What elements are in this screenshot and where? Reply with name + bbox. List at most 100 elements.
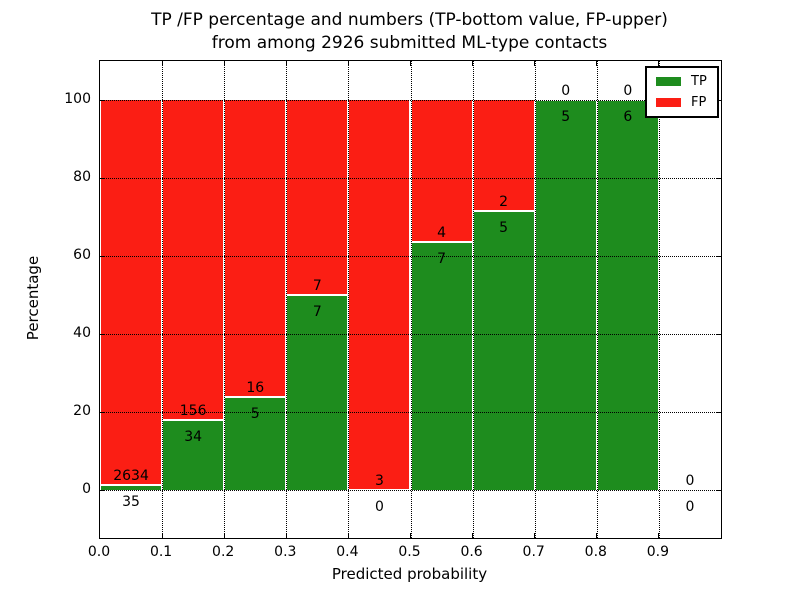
x-tick-mark — [223, 61, 225, 66]
x-tick-label: 0.1 — [149, 544, 173, 560]
bar-segment-tp — [596, 100, 659, 490]
fp-count-label: 0 — [623, 83, 633, 99]
fp-count-label: 0 — [561, 83, 571, 99]
y-tick-label: 20 — [73, 403, 91, 419]
legend-item: TP — [656, 75, 707, 88]
x-tick-mark — [596, 533, 598, 538]
gridline-vertical — [410, 61, 412, 538]
fp-count-label: 0 — [685, 473, 695, 489]
y-tick-label: 0 — [82, 481, 91, 497]
bar-segment-fp — [410, 100, 473, 242]
gridline-vertical — [224, 61, 226, 538]
x-tick-mark — [534, 533, 536, 538]
bar-segment-fp — [100, 100, 163, 485]
legend-label: FP — [691, 95, 707, 110]
x-tick-mark — [161, 533, 163, 538]
bar-segment-tp — [472, 211, 535, 490]
y-tick-mark — [100, 411, 105, 413]
y-tick-label: 60 — [73, 247, 91, 263]
x-tick-label: 0.3 — [274, 544, 297, 560]
gridline-vertical — [658, 61, 660, 538]
legend-label: TP — [691, 74, 707, 89]
bar-segment-tp — [410, 241, 473, 490]
bar-segment-tp — [286, 295, 349, 490]
x-tick-mark — [223, 533, 225, 538]
gridline-vertical — [472, 61, 474, 538]
x-tick-label: 0.8 — [584, 544, 607, 560]
tp-count-label: 7 — [312, 304, 322, 320]
tp-count-label: 6 — [623, 109, 633, 125]
y-tick-mark — [716, 177, 721, 179]
tp-count-label: 35 — [122, 493, 140, 510]
bar-segment-tp — [534, 100, 597, 490]
x-tick-label: 0.5 — [398, 544, 421, 560]
legend-swatch-fp — [656, 98, 681, 107]
legend-item: FP — [656, 96, 707, 109]
gridline-vertical — [534, 61, 536, 538]
x-tick-mark — [347, 61, 349, 66]
fp-count-label: 7 — [312, 278, 322, 294]
fp-count-label: 2634 — [113, 467, 149, 484]
gridline-vertical — [348, 61, 350, 538]
x-tick-label: 0.0 — [87, 544, 111, 560]
bar-segment-fp — [162, 100, 225, 421]
y-tick-mark — [100, 333, 105, 335]
x-tick-label: 0.4 — [336, 544, 359, 560]
x-tick-label: 0.2 — [212, 544, 235, 560]
bar-segment-tp — [100, 484, 163, 490]
fp-count-label: 156 — [179, 403, 207, 420]
x-tick-mark — [658, 533, 660, 538]
y-tick-mark — [716, 411, 721, 413]
tp-count-label: 0 — [685, 499, 695, 515]
chart-title-line2: from among 2926 submitted ML-type contac… — [211, 33, 608, 53]
tp-count-label: 5 — [499, 220, 509, 237]
fp-count-label: 2 — [499, 194, 509, 211]
x-tick-mark — [534, 61, 536, 66]
x-axis-label: Predicted probability — [331, 565, 488, 583]
tp-count-label: 0 — [374, 499, 384, 515]
x-tick-mark — [161, 61, 163, 66]
x-tick-mark — [472, 533, 474, 538]
x-tick-mark — [472, 61, 474, 66]
tp-count-label: 5 — [561, 109, 571, 125]
bar-segment-fp — [286, 100, 349, 295]
x-tick-label: 0.7 — [522, 544, 545, 560]
chart-title-line1: TP /FP percentage and numbers (TP-bottom… — [151, 10, 668, 30]
y-tick-mark — [100, 255, 105, 257]
y-tick-mark — [716, 489, 721, 491]
bar-segment-fp — [348, 100, 411, 490]
y-tick-label: 80 — [73, 169, 91, 185]
legend-swatch-tp — [656, 77, 681, 86]
plot-area: 2634 35 156 34 16 5 7 7 3 0 4 7 2 5 0 5 0 6 0 0 — [99, 60, 722, 539]
fp-count-label: 3 — [374, 473, 384, 489]
y-tick-mark — [716, 255, 721, 257]
y-tick-mark — [716, 333, 721, 335]
gridline-vertical — [286, 61, 288, 538]
y-axis-label: Percentage — [24, 255, 42, 341]
x-tick-mark — [347, 533, 349, 538]
y-tick-mark — [100, 177, 105, 179]
x-tick-mark — [596, 61, 598, 66]
x-tick-mark — [285, 61, 287, 66]
x-tick-mark — [410, 61, 411, 66]
gridline-vertical — [596, 61, 598, 538]
bar-segment-fp — [224, 100, 287, 398]
tp-count-label: 34 — [184, 429, 203, 446]
x-tick-mark — [658, 61, 660, 66]
gridline-vertical — [162, 61, 164, 538]
x-tick-label: 0.6 — [460, 544, 483, 560]
x-tick-mark — [285, 533, 287, 538]
y-tick-mark — [100, 99, 105, 101]
x-tick-mark — [410, 533, 411, 538]
chart-title: TP /FP percentage and numbers (TP-bottom… — [99, 9, 720, 55]
tp-count-label: 5 — [250, 406, 260, 423]
fp-count-label: 4 — [437, 224, 446, 241]
bar-segment-fp — [472, 100, 535, 212]
fp-count-label: 16 — [246, 380, 265, 397]
y-tick-mark — [100, 489, 105, 491]
y-tick-label: 100 — [64, 91, 91, 107]
tp-count-label: 7 — [437, 250, 446, 267]
legend: TP FP — [645, 66, 719, 118]
y-tick-label: 40 — [73, 325, 91, 341]
